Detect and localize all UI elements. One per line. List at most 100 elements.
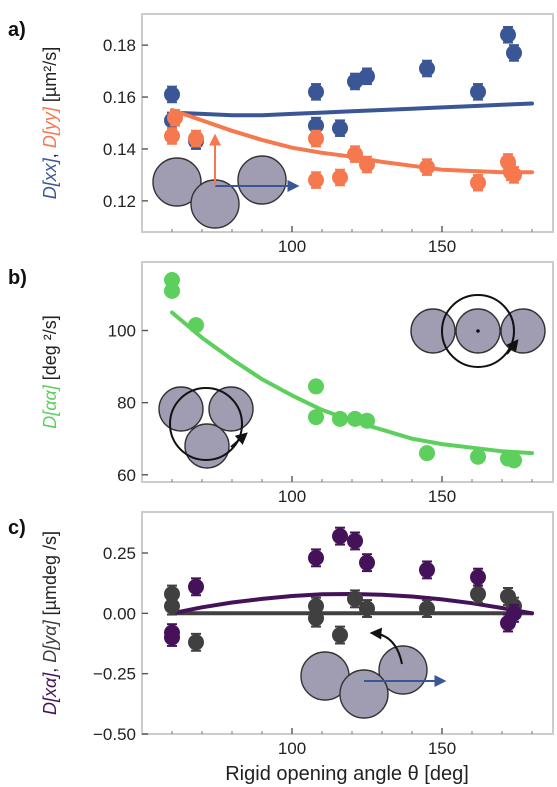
data-point-blue <box>506 44 522 61</box>
plot-frame <box>141 13 554 233</box>
y-tick-label: 0.18 <box>103 36 136 55</box>
y-axis-label-part: D[xx] <box>40 157 60 199</box>
y-tick-label: −0.25 <box>93 665 136 684</box>
x-tick-label: 150 <box>428 739 456 758</box>
x-tick-label: 150 <box>428 487 456 506</box>
data-point-green <box>419 445 435 462</box>
plot-frame <box>141 511 554 735</box>
y-tick-label: 0.14 <box>103 140 136 159</box>
data-point-blue <box>164 86 180 103</box>
data-point-green <box>308 378 324 395</box>
particle-disc <box>184 423 230 469</box>
data-point-blue <box>332 120 348 137</box>
center-dot <box>476 329 480 333</box>
data-point-orange <box>308 172 324 189</box>
data-point-purple <box>347 532 363 549</box>
panel-a: 100 150 0.12 0.14 0.16 0.18 a) D[xx], D[yy] [µm… <box>8 13 554 256</box>
y-axis-label-part: , <box>40 663 60 673</box>
data-point-orange <box>419 159 435 176</box>
particle-disc <box>339 669 389 719</box>
trimer-schematic-b-straight <box>410 294 546 368</box>
data-point-green <box>359 412 375 429</box>
rotation-circle <box>441 294 515 368</box>
data-point-purple <box>506 605 522 622</box>
data-point-green <box>164 282 180 299</box>
rotation-arrow <box>369 627 403 665</box>
particle-disc <box>158 386 204 432</box>
data-point-purple <box>359 554 375 571</box>
data-point-gray <box>419 600 435 617</box>
y-axis-label-part: D[yy] <box>40 106 60 148</box>
particle-disc <box>410 308 456 354</box>
data-point-gray <box>470 586 486 603</box>
y-axis-label: D[xα], D[yα] [µmdeg /s] <box>40 531 60 715</box>
data-point-gray <box>164 598 180 615</box>
y-tick-label: 0.12 <box>103 192 136 211</box>
x-tick-label: 100 <box>278 739 306 758</box>
data-point-orange <box>332 169 348 186</box>
panel-b: 100 150 60 80 100 b) D[αα] [deg ²/s] <box>8 261 554 506</box>
y-axis-label-part: [deg ²/s] <box>40 315 60 385</box>
y-tick-label: −0.50 <box>93 725 136 744</box>
data-point-orange <box>506 166 522 183</box>
panel-label: b) <box>8 267 27 289</box>
data-point-green <box>308 409 324 426</box>
data-point-gray <box>332 627 348 644</box>
y-axis-label: D[xx], D[yy] [µm²/s] <box>40 47 60 199</box>
trimer-schematic-b-bent <box>158 386 254 469</box>
fit-line-orange <box>170 108 534 175</box>
data-point-purple <box>164 629 180 646</box>
particle-disc <box>500 308 546 354</box>
y-tick-label: 0.00 <box>103 604 136 623</box>
data-point-green <box>332 410 348 427</box>
y-axis-label-part: D[αα] <box>40 384 60 429</box>
y-axis-label: D[αα] [deg ²/s] <box>40 315 60 429</box>
panel-c: 100 150 −0.50 −0.25 0.00 0.25 c) D[xα], D[yα] [… <box>8 511 554 758</box>
particle-disc <box>190 179 240 229</box>
data-point-purple <box>188 578 204 595</box>
data-point-orange <box>164 127 180 144</box>
data-point-green <box>188 317 204 334</box>
data-point-green <box>347 410 363 427</box>
data-point-gray <box>347 590 363 607</box>
particle-disc <box>208 386 254 432</box>
x-tick-label: 100 <box>278 487 306 506</box>
data-point-orange <box>347 146 363 163</box>
plot-frame <box>141 261 554 483</box>
data-point-orange <box>188 130 204 147</box>
panel-label: a) <box>8 19 26 41</box>
y-axis-label-part: [µm²/s] <box>40 47 60 107</box>
data-point-blue <box>359 68 375 85</box>
trimer-schematic-c <box>300 627 447 719</box>
data-point-green <box>470 448 486 465</box>
data-point-orange <box>470 174 486 191</box>
y-tick-label: 0.25 <box>103 544 136 563</box>
rotation-arrow <box>506 339 519 355</box>
x-tick-label: 150 <box>428 237 456 256</box>
y-tick-label: 60 <box>117 466 136 485</box>
data-point-purple <box>308 549 324 566</box>
panel-label: c) <box>8 517 26 539</box>
trimer-schematic-a <box>152 133 300 229</box>
y-tick-label: 0.16 <box>103 88 136 107</box>
data-point-green <box>506 452 522 469</box>
rotation-circle <box>169 387 243 461</box>
data-point-blue <box>347 73 363 90</box>
y-axis-label-part: D[yα] <box>40 619 60 662</box>
y-tick-label: 100 <box>108 322 136 341</box>
data-point-blue <box>500 26 516 43</box>
data-point-blue <box>308 83 324 100</box>
data-point-gray <box>308 610 324 627</box>
x-axis-label: Rigid opening angle θ [deg] <box>225 763 469 785</box>
y-axis-label-part: D[xα] <box>40 672 60 715</box>
data-point-blue <box>470 83 486 100</box>
fit-line-blue <box>170 101 534 118</box>
y-tick-label: 80 <box>117 394 136 413</box>
data-point-purple <box>419 561 435 578</box>
data-point-blue <box>308 117 324 134</box>
y-axis-label-part: [µmdeg /s] <box>40 531 60 620</box>
data-point-orange <box>167 109 183 126</box>
y-axis-label-part: , <box>40 148 60 158</box>
data-point-purple <box>332 528 348 545</box>
